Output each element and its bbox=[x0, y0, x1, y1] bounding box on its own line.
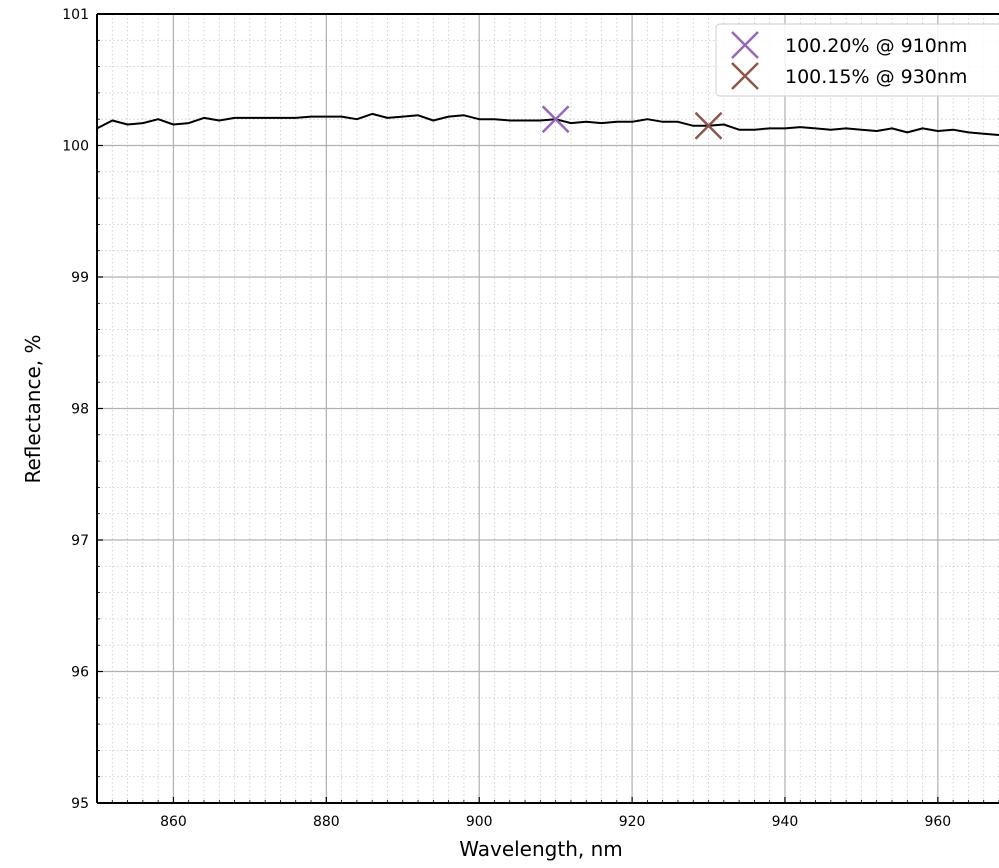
x-axis-label: Wavelength, nm bbox=[459, 837, 623, 861]
ticks bbox=[96, 13, 999, 804]
y-tick-label: 96 bbox=[71, 665, 89, 681]
series-layer bbox=[96, 112, 999, 136]
y-tick-label: 99 bbox=[71, 270, 89, 286]
legend-marker-930 bbox=[731, 62, 759, 90]
marker-stroke bbox=[731, 31, 759, 59]
y-tick-label: 97 bbox=[71, 533, 89, 549]
x-tick-label: 960 bbox=[924, 814, 951, 830]
marker-910 bbox=[541, 105, 570, 134]
legend-label: 100.15% @ 930nm bbox=[785, 66, 967, 88]
marker-stroke bbox=[541, 105, 570, 134]
reflectance-line bbox=[96, 112, 999, 136]
x-tick-label: 940 bbox=[772, 814, 799, 830]
legend-marker-910 bbox=[731, 31, 759, 59]
y-axis-label: Reflectance, % bbox=[21, 335, 45, 484]
marker-930 bbox=[694, 111, 723, 140]
marker-layer bbox=[541, 105, 723, 140]
marker-stroke bbox=[694, 111, 723, 140]
legend: 100.20% @ 910nm 100.15% @ 930nm bbox=[715, 23, 999, 97]
tick-labels: 860 880 900 920 940 960 95 96 97 98 99 100 101 bbox=[62, 7, 951, 830]
legend-box bbox=[715, 23, 999, 97]
y-tick-label: 98 bbox=[71, 402, 89, 418]
legend-label: 100.20% @ 910nm bbox=[785, 35, 967, 57]
x-tick-label: 900 bbox=[466, 814, 493, 830]
x-tick-label: 880 bbox=[313, 814, 340, 830]
x-tick-label: 860 bbox=[160, 814, 187, 830]
y-tick-label: 95 bbox=[71, 796, 89, 812]
x-tick-label: 920 bbox=[619, 814, 646, 830]
major-grid bbox=[97, 13, 999, 804]
marker-stroke bbox=[731, 62, 759, 90]
y-tick-label: 100 bbox=[62, 139, 89, 155]
y-tick-label: 101 bbox=[62, 7, 89, 23]
